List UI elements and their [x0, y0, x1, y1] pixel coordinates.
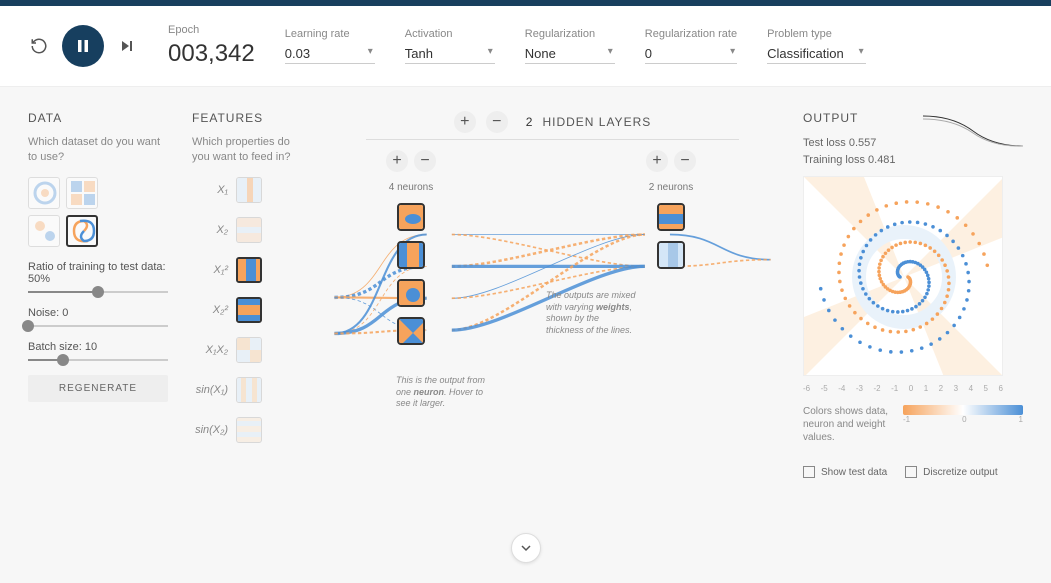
- feature-toggle-2[interactable]: [236, 257, 262, 283]
- weights-annotation: The outputs are mixed with varying weigh…: [546, 290, 636, 337]
- feature-toggle-3[interactable]: [236, 297, 262, 323]
- feature-toggle-6[interactable]: [236, 417, 262, 443]
- feature-label: X₁: [192, 184, 228, 196]
- data-subtitle: Which dataset do you want to use?: [28, 135, 168, 165]
- reg-select[interactable]: None: [525, 44, 615, 64]
- batch-label: Batch size:: [28, 341, 85, 353]
- play-pause-button[interactable]: [62, 25, 104, 67]
- feature-label: X₂²: [192, 304, 228, 316]
- remove-neuron-0[interactable]: −: [414, 150, 436, 172]
- ratio-label: Ratio of training to test data:: [28, 261, 166, 273]
- ptype-label: Problem type: [767, 28, 866, 40]
- reset-icon[interactable]: [28, 35, 50, 57]
- expand-button[interactable]: [511, 533, 541, 563]
- batch-slider[interactable]: [28, 359, 168, 361]
- step-icon[interactable]: [116, 35, 138, 57]
- add-neuron-1[interactable]: +: [646, 150, 668, 172]
- color-gradient: [903, 405, 1023, 415]
- batch-value: 10: [85, 341, 97, 353]
- neuron-1-0[interactable]: [657, 203, 685, 231]
- neuron-count-1: 2 neurons: [649, 182, 693, 193]
- epoch-label: Epoch: [168, 24, 255, 36]
- feature-label: sin(X₁): [192, 384, 228, 396]
- dataset-gauss[interactable]: [28, 215, 60, 247]
- feature-label: X₂: [192, 224, 228, 236]
- features-subtitle: Which properties do you want to feed in?: [192, 135, 302, 165]
- data-title: DATA: [28, 111, 168, 125]
- regrate-select[interactable]: 0: [645, 44, 737, 64]
- epoch-value: 003,342: [168, 40, 255, 68]
- lr-label: Learning rate: [285, 28, 375, 40]
- ratio-value: 50%: [28, 273, 50, 285]
- feature-label: X₁²: [192, 264, 228, 276]
- reg-label: Regularization: [525, 28, 615, 40]
- dataset-spiral[interactable]: [66, 215, 98, 247]
- add-layer-button[interactable]: +: [454, 111, 476, 133]
- ratio-slider[interactable]: [28, 291, 168, 293]
- feature-label: sin(X₂): [192, 424, 228, 436]
- neuron-0-1[interactable]: [397, 241, 425, 269]
- legend-text: Colors shows data, neuron and weight val…: [803, 405, 891, 444]
- test-loss-value: 0.557: [849, 137, 877, 149]
- lr-select[interactable]: 0.03: [285, 44, 375, 64]
- regenerate-button[interactable]: REGENERATE: [28, 375, 168, 402]
- neuron-0-0[interactable]: [397, 203, 425, 231]
- add-neuron-0[interactable]: +: [386, 150, 408, 172]
- hidden-label: HIDDEN LAYERS: [542, 115, 651, 129]
- neuron-1-1[interactable]: [657, 241, 685, 269]
- feature-label: X₁X₂: [192, 344, 228, 356]
- regrate-label: Regularization rate: [645, 28, 737, 40]
- noise-label: Noise:: [28, 307, 62, 319]
- test-loss-label: Test loss: [803, 137, 849, 149]
- train-loss-label: Training loss: [803, 154, 868, 166]
- neuron-annotation: This is the output from one neuron. Hove…: [396, 375, 486, 410]
- feature-toggle-0[interactable]: [236, 177, 262, 203]
- ptype-select[interactable]: Classification: [767, 44, 866, 64]
- loss-curve: [923, 111, 1023, 151]
- discretize-checkbox[interactable]: Discretize output: [905, 466, 997, 478]
- show-test-checkbox[interactable]: Show test data: [803, 466, 887, 478]
- noise-value: 0: [62, 307, 68, 319]
- features-title: FEATURES: [192, 111, 302, 125]
- act-select[interactable]: Tanh: [405, 44, 495, 64]
- remove-layer-button[interactable]: −: [486, 111, 508, 133]
- neuron-count-0: 4 neurons: [389, 182, 433, 193]
- train-loss-value: 0.481: [868, 154, 896, 166]
- feature-toggle-5[interactable]: [236, 377, 262, 403]
- noise-slider[interactable]: [28, 325, 168, 327]
- neuron-0-2[interactable]: [397, 279, 425, 307]
- hidden-count: 2: [526, 115, 533, 129]
- feature-toggle-1[interactable]: [236, 217, 262, 243]
- dataset-circle[interactable]: [28, 177, 60, 209]
- act-label: Activation: [405, 28, 495, 40]
- dataset-xor[interactable]: [66, 177, 98, 209]
- remove-neuron-1[interactable]: −: [674, 150, 696, 172]
- output-plot: [803, 176, 1003, 376]
- neuron-0-3[interactable]: [397, 317, 425, 345]
- feature-toggle-4[interactable]: [236, 337, 262, 363]
